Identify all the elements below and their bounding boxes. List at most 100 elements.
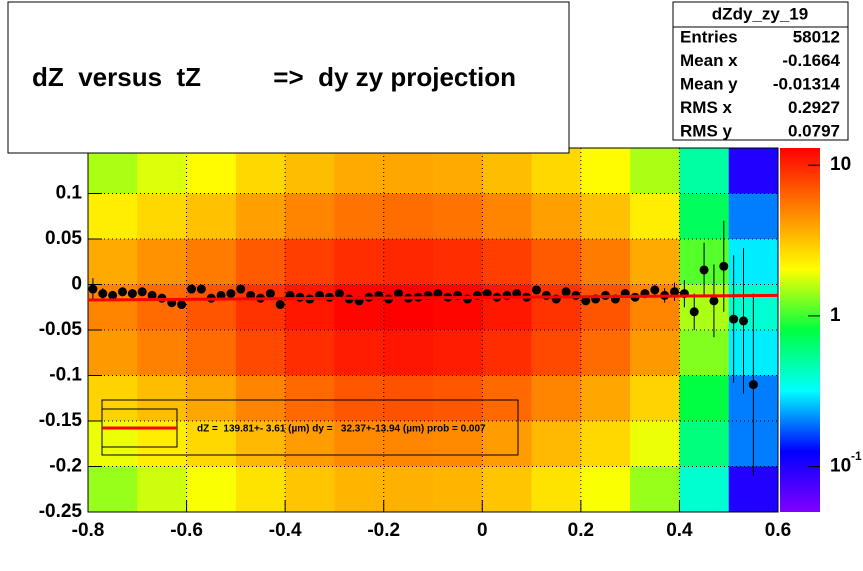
heat-cell [137,330,188,376]
heat-cell [88,193,138,240]
heat-cell [235,421,286,467]
color-bar [780,148,820,512]
stats-box: dZdy_zy_19 Entries 58012 Mean x -0.1664 Mean… [672,1,849,141]
heat-cell [433,239,483,285]
y-tick-label: 0 [71,274,82,295]
stats-value: 0.0797 [788,121,840,140]
heat-cell [580,193,631,240]
overlay: -0.8 -0.6 -0.4 -0.2 0 0.2 0.4 0.6 -0.25 -0.2 -0.15… [39,147,791,541]
heat-cell [186,148,237,194]
profile-point [463,294,472,304]
heat-cell [728,239,779,285]
heat-cell [580,330,631,376]
profile-point [187,284,196,294]
heat-cell [137,148,188,194]
stats-frame [672,1,849,141]
profile-point [719,261,729,271]
heat-cell [383,466,434,513]
profile-point [532,285,541,295]
y-tick-label: 0.05 [45,228,82,249]
heat-cell [383,239,434,285]
heat-cell [433,421,483,467]
heat-cell [580,239,631,285]
heat-cell [186,466,237,513]
stats-label: Entries [680,27,738,46]
heat-cell [88,466,138,513]
heat-cell [531,466,582,513]
heat-cell [482,239,533,285]
fit-line [87,293,779,302]
heat-cell [531,330,582,376]
profile-point [108,290,118,300]
heat-cell [531,148,582,194]
heat-cell [235,375,286,422]
heat-cell [334,375,385,422]
heat-cell [285,466,335,513]
profile-point [265,289,275,299]
profile-point [729,314,739,324]
heat-cell [334,421,385,467]
heat-cell [235,193,286,240]
profile-point [541,290,551,300]
profile-point [147,290,157,300]
heat-cell [186,193,237,240]
profile-point [137,287,147,297]
heat-cell [334,330,385,376]
heat-cell [137,193,188,240]
y-tick-label: -0.05 [39,319,83,340]
profile-point [739,316,748,326]
y-tick-label: -0.2 [49,456,82,477]
heat-cell [88,330,138,376]
profile-point [196,284,206,294]
heat-cell [630,375,680,422]
heat-cell [679,466,730,513]
heat-cell [482,148,533,194]
heat-cell [285,284,335,331]
y-tick-label: -0.25 [39,501,83,522]
heat-cell [383,421,434,467]
y-tick-label: -0.15 [39,410,83,431]
profile-point [118,287,127,297]
heat-cell [630,466,680,513]
heat-cell [531,375,582,422]
profile-point [226,289,236,299]
heat-cell [482,330,533,376]
heat-cell [235,148,286,194]
stats-value: 58012 [793,27,840,46]
heat-cell [285,330,335,376]
stats-label: Mean y [680,74,738,93]
heat-cell [531,239,582,285]
heat-cell [137,375,188,422]
heat-cell [728,148,779,194]
z-tick-label: 1 [830,305,841,326]
z-tick-label: 10 [830,154,851,175]
profile-point [88,284,98,294]
heat-cell [334,148,385,194]
z-tick-label: 10 [830,456,851,477]
heat-cell [88,375,138,422]
y-tick-label: 0.1 [56,183,83,204]
heat-cell [630,421,680,467]
profile-point [561,287,571,297]
x-tick-label: 0 [477,520,488,541]
stats-label: RMS x [680,98,733,117]
heat-cell [285,239,335,285]
profile-point [748,380,758,390]
heat-cell [137,239,188,285]
heat-cell [235,466,286,513]
heat-cell [630,148,680,194]
heat-cell [728,193,779,240]
heat-cell [679,148,730,194]
heat-cell [482,193,533,240]
profile-point [334,289,344,299]
heat-cell [137,466,188,513]
stats-title: dZdy_zy_19 [712,4,808,23]
heat-cell [630,330,680,376]
stats-value: -0.1664 [782,51,840,70]
heat-cell [433,193,483,240]
profile-point [689,307,699,317]
y-tick-label: -0.1 [49,365,82,386]
x-tick-label: -0.2 [367,520,400,541]
heatmap [88,148,779,513]
